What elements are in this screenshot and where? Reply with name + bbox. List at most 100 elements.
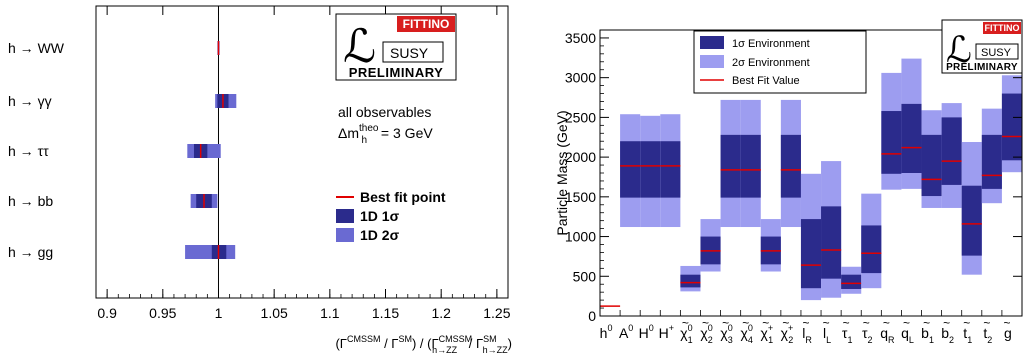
- right-x-tick-label: χ0 3: [720, 323, 732, 345]
- left-sigma2-bar: [185, 245, 236, 259]
- right-x-tick-tilde: ~: [782, 316, 789, 330]
- left-chart: 0.9 0.95 1 1.05 1.1 1.15 1.2 1.25 h → WWh → γγh…: [8, 5, 512, 355]
- right-legend-sigma2-label: 2σ Environment: [732, 57, 810, 69]
- left-x-tick-label: 1.15: [372, 305, 399, 321]
- right-x-tick-tilde: ~: [682, 316, 689, 330]
- left-logo-fittino-box: [397, 16, 455, 32]
- right-x-tick-label: χ0 1: [680, 323, 692, 345]
- left-logo-l-glyph: ℒ: [343, 20, 376, 72]
- left-x-tick-label: 1.05: [261, 305, 288, 321]
- right-x-tick-tilde: ~: [983, 316, 990, 330]
- right-x-tick-label: h0: [600, 323, 613, 341]
- right-sigma1-bar: [720, 134, 741, 198]
- right-x-tick-tilde: ~: [722, 316, 729, 330]
- right-y-tick-label: 1000: [565, 229, 596, 245]
- left-x-tick-label: 1.1: [320, 305, 340, 321]
- right-legend-sigma2-swatch: [700, 55, 724, 68]
- right-legend: 1σ Environment 2σ Environment Best Fit V…: [693, 30, 867, 94]
- right-x-tick-label: A0: [619, 323, 633, 341]
- right-sigma1-bar: [821, 206, 842, 279]
- right-logo-fittino-text: FITTINO: [985, 23, 1020, 33]
- right-sigma1-bar: [861, 225, 882, 274]
- right-y-tick-label: 1500: [565, 189, 596, 205]
- left-x-axis-title: (ΓCMSSM / ΓSM) / (ΓCMSSM h→ZZ / ΓSM h→ZZ): [335, 334, 512, 355]
- right-x-tick-tilde: ~: [863, 316, 870, 330]
- right-logo-susy-text: SUSY: [981, 47, 1012, 59]
- left-x-ticks: 0.9 0.95 1 1.05 1.1 1.15 1.2 1.25: [97, 6, 511, 321]
- left-row-label: h → ττ: [8, 143, 49, 159]
- right-y-tick-label: 3500: [565, 30, 596, 46]
- left-x-tick-label: 1.2: [431, 305, 451, 321]
- left-logo-preliminary-text: PRELIMINARY: [349, 65, 444, 80]
- right-sigma1-bar: [1001, 93, 1022, 161]
- right-x-tick-label: t1: [963, 325, 972, 345]
- right-x-tick-label: t2: [983, 325, 992, 345]
- right-logo-l-glyph: ℒ: [946, 29, 972, 70]
- right-y-tick-label: 2500: [565, 109, 596, 125]
- right-sigma1-bar: [961, 185, 982, 256]
- left-logo-fittino-text: FITTINO: [403, 17, 450, 31]
- right-sigma1-bar: [901, 103, 922, 173]
- left-row-label: h → WW: [8, 40, 65, 56]
- right-logo-preliminary-text: PRELIMINARY: [946, 62, 1018, 73]
- right-sigma1-bar: [780, 134, 801, 198]
- left-legend-sigma1-label: 1D 1σ: [360, 208, 400, 224]
- right-x-tick-label: χ+ 2: [781, 323, 794, 345]
- right-logo: FITTINO ℒ SUSY PRELIMINARY: [941, 19, 1023, 74]
- right-x-tick-label: lR: [802, 325, 812, 345]
- right-x-tick-label: qR: [880, 325, 895, 345]
- right-sigma1-bar: [841, 274, 862, 289]
- right-legend-sigma1-swatch: [700, 36, 724, 49]
- right-x-tick-label: qL: [901, 325, 914, 345]
- right-x-tick-tilde: ~: [943, 316, 950, 330]
- right-x-tick-tilde: ~: [823, 316, 830, 330]
- right-x-tick-tilde: ~: [963, 316, 970, 330]
- right-sigma1-bar: [981, 134, 1002, 189]
- left-legend-sigma2-label: 1D 2σ: [360, 227, 400, 243]
- right-x-tick-label: τ1: [842, 325, 853, 345]
- right-x-tick-tilde: ~: [742, 316, 749, 330]
- right-x-tick-tilde: ~: [923, 316, 930, 330]
- left-rows: h → WW h → γγ h → ττ h → bb h → gg: [8, 40, 237, 260]
- right-legend-bestfit-label: Best Fit Value: [732, 75, 800, 87]
- right-x-tick-tilde: ~: [762, 316, 769, 330]
- left-x-tick-label: 0.95: [149, 305, 176, 321]
- right-x-tick-tilde: ~: [1003, 316, 1010, 330]
- right-x-tick-label: b2: [941, 325, 954, 345]
- right-x-tick-label: χ0 2: [700, 323, 712, 345]
- right-x-tick-label: b1: [921, 325, 934, 345]
- right-sigma1-bar: [800, 219, 822, 289]
- left-row-label: h → bb: [8, 193, 53, 209]
- right-sigma1-bar: [941, 117, 962, 185]
- right-logo-fittino-box: [983, 22, 1021, 34]
- left-annotation-line2: Δmtheo h = 3 GeV: [338, 123, 433, 146]
- right-x-tick-label: H0: [639, 323, 654, 341]
- left-plot-frame: [95, 5, 509, 299]
- right-sigma1-bar: [881, 111, 902, 174]
- left-legend-bestfit-label: Best fit point: [360, 189, 446, 205]
- left-legend-sigma1-swatch: [336, 209, 354, 223]
- right-x-tick-tilde: ~: [883, 316, 890, 330]
- right-sigma1-bar: [680, 274, 701, 288]
- right-x-tick-label: H+: [659, 323, 674, 341]
- right-legend-sigma1-label: 1σ Environment: [732, 38, 810, 50]
- right-y-tick-label: 3000: [565, 70, 596, 86]
- left-annotation-line1: all observables: [338, 104, 431, 120]
- right-y-axis-title: Particle Mass (GeV): [554, 110, 570, 235]
- right-chart: 0 500 1000 1500 2000 2500 3000 3500 h0 A0 H0 H+ χ0 1…: [554, 19, 1023, 345]
- right-x-labels: h0 A0 H0 H+ χ0 1~χ0 2~χ0 3~χ0 4~χ+ 1~χ+ 2~lR~lL~τ1…: [599, 310, 1012, 345]
- left-row-label: h → gg: [8, 244, 53, 260]
- right-y-tick-label: 0: [588, 308, 596, 324]
- right-sigma1-bar: [640, 141, 661, 198]
- right-x-tick-tilde: ~: [843, 316, 850, 330]
- right-x-tick-label: χ0 4: [741, 323, 753, 345]
- right-sigma1-bar: [660, 141, 681, 198]
- right-y-tick-label: 2000: [565, 149, 596, 165]
- left-legend-sigma2-swatch: [336, 228, 354, 242]
- right-y-ticks: 0 500 1000 1500 2000 2500 3000 3500: [565, 30, 1022, 324]
- left-x-tick-label: 1: [215, 305, 223, 321]
- left-legend: Best fit point 1D 1σ 1D 2σ: [336, 189, 446, 243]
- right-sigma1-bar: [921, 134, 942, 197]
- right-bars: [600, 58, 1022, 307]
